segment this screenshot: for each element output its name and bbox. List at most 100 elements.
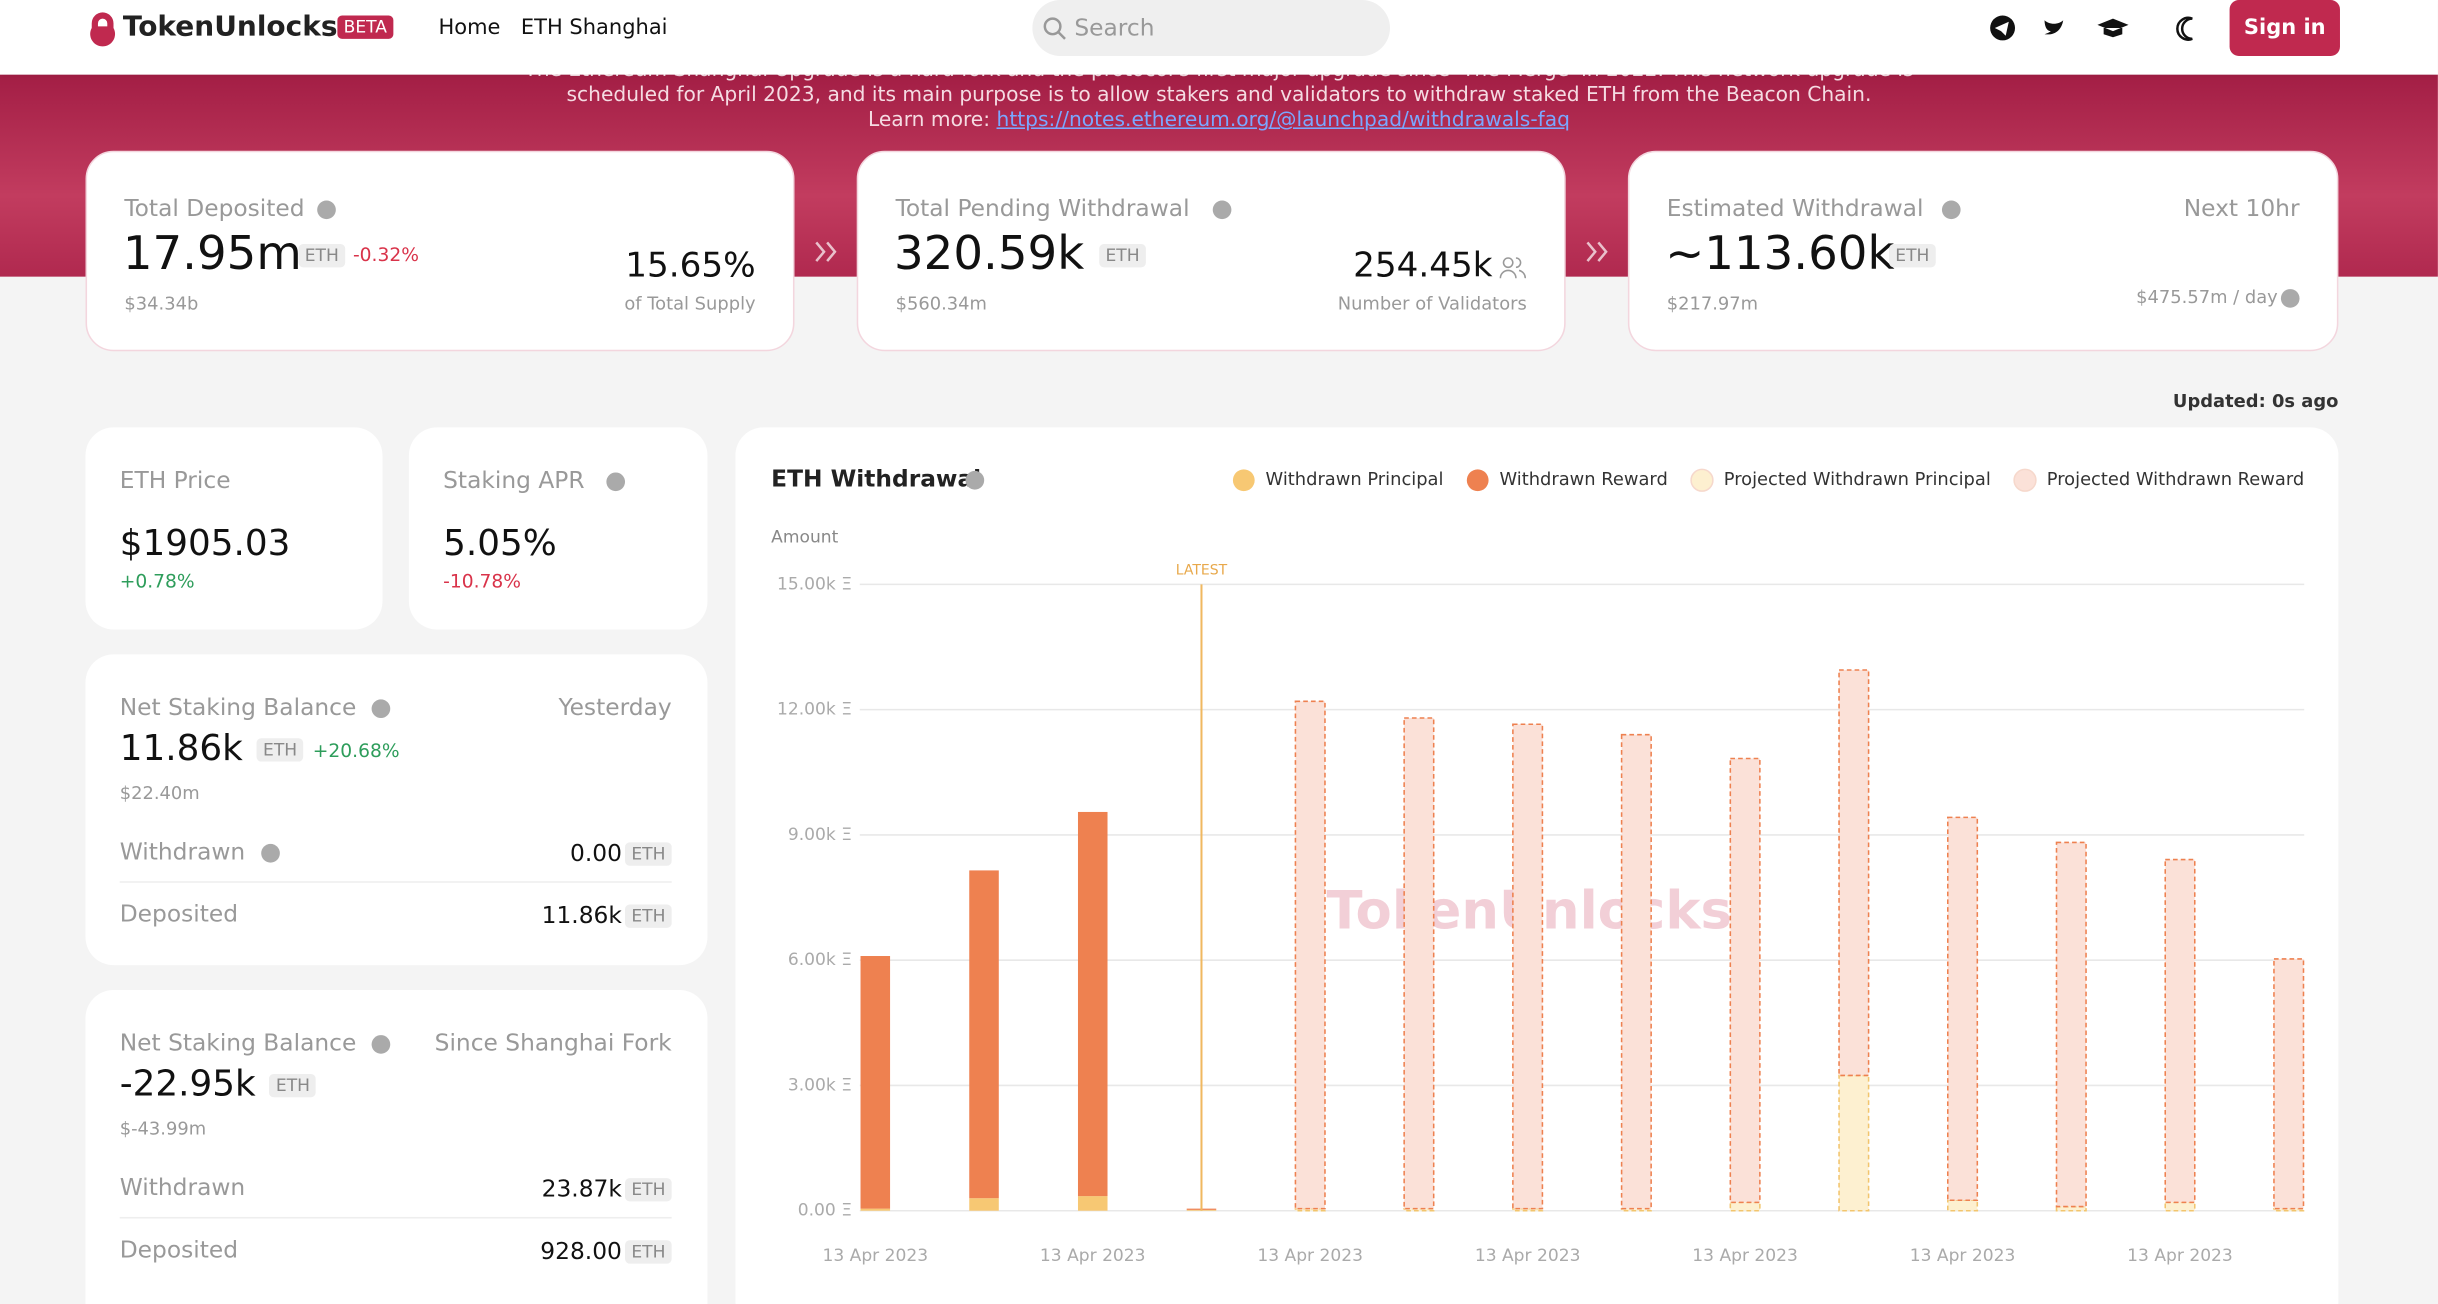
price-card: ETH Price $1905.03 +0.78% (85, 427, 383, 630)
nav-link[interactable]: ETH Shanghai (520, 15, 668, 41)
apr-card: Staking APR 5.05% -10.78% (408, 427, 708, 630)
legend-label: Withdrawn Reward (1499, 469, 1667, 490)
usd: $34.34b (124, 292, 199, 314)
info-icon (261, 843, 280, 863)
value: $1905.03 (119, 523, 291, 565)
change: +20.68% (312, 739, 400, 762)
usd: $22.40m (119, 781, 200, 804)
bar-segment (1512, 1207, 1544, 1212)
x-tick-label: 13 Apr 2023 (1910, 1246, 2016, 1266)
legend-marker (1232, 469, 1255, 492)
row-label: Deposited (119, 899, 239, 928)
row-value: 11.86k (541, 901, 622, 930)
period: Yesterday (558, 693, 672, 722)
bar-segment (2164, 1201, 2196, 1212)
legend-label: Withdrawn Principal (1266, 469, 1444, 490)
latest-label: LATEST (1176, 562, 1228, 578)
nav-link[interactable]: Home (438, 15, 501, 41)
usd: $217.97m (1666, 292, 1759, 314)
info-icon (2280, 289, 2300, 308)
bar-segment (860, 956, 891, 1209)
unit: ETH (625, 1178, 672, 1202)
sign-in-button[interactable]: Sign in (2229, 0, 2340, 56)
arrow (1586, 241, 1608, 262)
info-icon (1212, 200, 1232, 220)
corner: Next 10hr (2183, 194, 2300, 223)
info-icon (1941, 200, 1961, 220)
bar-segment (1077, 811, 1108, 1197)
logo-icon (90, 12, 116, 47)
bar-segment (1077, 1196, 1108, 1211)
x-tick-label: 13 Apr 2023 (822, 1246, 928, 1266)
bar-segment (1620, 733, 1652, 1210)
x-tick-label: 13 Apr 2023 (1040, 1246, 1146, 1266)
bar-segment (969, 870, 999, 1199)
bar-segment (1403, 717, 1435, 1210)
label: Total Pending Withdrawal (895, 194, 1190, 223)
label: Staking APR (443, 466, 585, 495)
updated: Updated: 0s ago (2172, 390, 2339, 412)
change: -10.78% (443, 570, 522, 593)
legend-label: Projected Withdrawn Reward (2047, 469, 2304, 490)
validators-icon (1499, 257, 1527, 279)
bar-segment (2164, 858, 2196, 1204)
period: Since Shanghai Fork (434, 1028, 672, 1057)
y-axis-label: Amount (771, 528, 838, 548)
unit: ETH (1099, 244, 1146, 268)
bar-segment (1294, 1207, 1326, 1212)
row-value: 0.00 (569, 839, 622, 868)
x-tick-label: 13 Apr 2023 (2127, 1246, 2233, 1266)
value: 11.86k (119, 728, 243, 770)
label: Net Staking Balance (119, 693, 357, 722)
bar-segment (1838, 1074, 1870, 1212)
search-icon (1043, 17, 1066, 40)
legend-marker (2013, 468, 2037, 492)
unit: ETH (625, 1240, 672, 1264)
arrow (815, 241, 837, 262)
legend-marker (1690, 468, 1714, 492)
y-tick-label: 3.00k Ξ (788, 1075, 852, 1095)
header: TokenUnlocks. BETA Home ETH Shanghai Sea… (0, 0, 2438, 75)
unit: ETH (269, 1073, 317, 1098)
side-label: Number of Validators (1337, 292, 1527, 314)
y-tick-label: 12.00k Ξ (777, 700, 852, 720)
chart-title: ETH Withdrawal (771, 466, 981, 493)
unit: ETH (256, 738, 304, 762)
value: -22.95k (119, 1064, 256, 1106)
value: 320.59k (894, 226, 1085, 282)
search-placeholder: Search (1074, 13, 1155, 42)
bar-segment (1512, 723, 1544, 1210)
change: -0.32% (352, 244, 419, 266)
link[interactable]: https://notes.ethereum.org/@launchpad/wi… (996, 108, 1570, 133)
info-icon (371, 699, 391, 719)
label: ETH Price (119, 466, 231, 495)
y-tick-label: 6.00k Ξ (788, 950, 852, 970)
search-box[interactable]: Search (1032, 0, 1390, 56)
row-label: Deposited (119, 1235, 239, 1264)
bar-segment (1946, 1199, 1979, 1212)
change: +0.78% (119, 570, 195, 593)
row-value: 23.87k (541, 1174, 622, 1203)
unit: ETH (1889, 244, 1936, 268)
logo[interactable]: TokenUnlocks. (122, 10, 349, 44)
value: ~113.60k (1665, 226, 1895, 282)
social-icons[interactable] (1987, 12, 2205, 43)
learn-label: Learn more: (867, 108, 991, 133)
bar-segment (969, 1198, 999, 1211)
value: 17.95m (122, 226, 302, 282)
row-label: Withdrawn (119, 1173, 246, 1202)
summary-card: Total Deposited 17.95m ETH -0.32% $34.34… (85, 150, 795, 352)
summary-card: Total Pending Withdrawal 320.59k ETH $56… (856, 150, 1566, 352)
usd: $560.34m (895, 292, 987, 314)
divider (119, 881, 672, 883)
bar-segment (1403, 1207, 1435, 1212)
info-icon (371, 1035, 391, 1054)
beta-badge: BETA (337, 15, 394, 39)
unit: ETH (625, 842, 672, 866)
bar-segment (2273, 958, 2305, 1210)
bar-segment (2055, 841, 2087, 1208)
bar-segment (2055, 1205, 2087, 1212)
bar-segment (1729, 1201, 1761, 1212)
